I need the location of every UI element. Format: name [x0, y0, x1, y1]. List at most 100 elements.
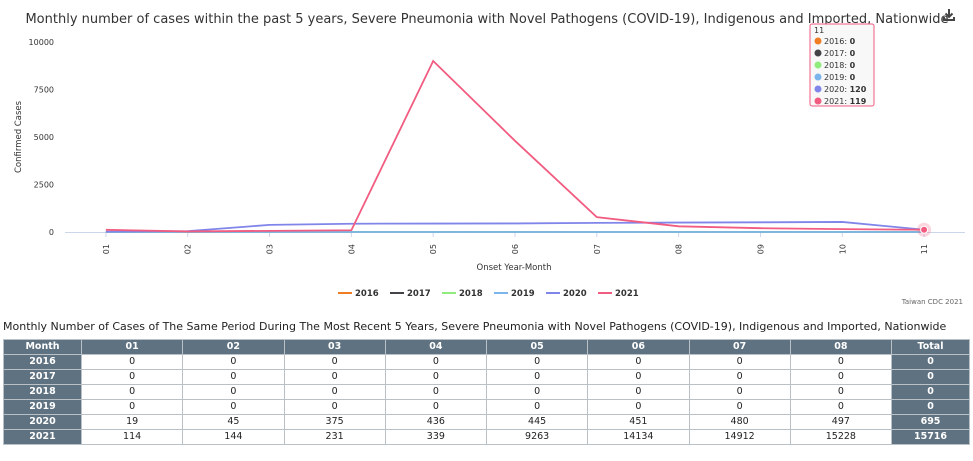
row-year: 2017	[3, 369, 82, 385]
x-axis-title: Onset Year-Month	[477, 263, 552, 273]
header-month-05: 05	[485, 339, 589, 355]
legend-label: 2016	[355, 289, 379, 299]
x-tick-label: 04	[347, 244, 356, 254]
table-cell: 0	[688, 369, 791, 385]
legend-item-2017[interactable]: 2017	[390, 289, 431, 299]
download-icon[interactable]	[940, 6, 958, 24]
legend-label: 2018	[459, 289, 483, 299]
table-cell: 0	[283, 369, 386, 385]
y-tick-label: 10000	[29, 38, 54, 47]
table-cell: 14912	[688, 429, 791, 445]
hover-point[interactable]	[920, 225, 929, 234]
header-month: Month	[3, 339, 82, 355]
legend-item-2016[interactable]: 2016	[338, 289, 379, 299]
series-line-2020[interactable]	[105, 221, 925, 233]
y-tick-label: 0	[49, 228, 54, 237]
tooltip-marker	[814, 85, 822, 93]
x-tick-label: 11	[920, 244, 929, 254]
table-cell: 445	[485, 414, 589, 430]
series-lines	[105, 59, 932, 237]
tooltip-marker	[814, 73, 822, 81]
header-month-07: 07	[688, 339, 791, 355]
row-total: 0	[891, 354, 970, 370]
x-tick-label: 07	[593, 244, 602, 254]
table-cell: 0	[485, 399, 589, 415]
series-line-2021[interactable]	[105, 59, 925, 233]
header-month-06: 06	[587, 339, 690, 355]
y-tick-label: 7500	[34, 86, 54, 95]
tooltip-marker	[814, 49, 822, 57]
tooltip-marker	[814, 61, 822, 69]
table-header-row: Month 01 02 03 04 05 06 07 08 Total	[3, 339, 970, 355]
table-cell: 451	[587, 414, 690, 430]
tooltip-item: 2017: 0	[824, 49, 856, 58]
tooltip-header: 11	[814, 26, 824, 35]
legend-label: 2020	[563, 289, 587, 299]
header-month-02: 02	[182, 339, 285, 355]
row-total: 0	[891, 384, 970, 400]
table-cell: 0	[283, 384, 386, 400]
table-cell: 231	[283, 429, 386, 445]
table-cell: 15228	[789, 429, 893, 445]
x-tick-label: 02	[184, 244, 193, 254]
table-cell: 0	[688, 399, 791, 415]
y-axis-title: Confirmed Cases	[14, 100, 24, 173]
tooltip-marker	[814, 37, 822, 45]
table-row: 2018 0 0 0 0 0 0 0 0 0	[3, 384, 970, 400]
header-total: Total	[891, 339, 970, 355]
table-cell: 0	[384, 399, 488, 415]
legend-item-2019[interactable]: 2019	[494, 289, 535, 299]
table-row: 2020 19 45 375 436 445 451 480 497 695	[3, 414, 970, 430]
table-cell: 0	[384, 369, 488, 385]
legend-item-2021[interactable]: 2021	[598, 289, 639, 299]
row-total: 0	[891, 399, 970, 415]
table-body: 2016 0 0 0 0 0 0 0 0 0 2017 0 0 0 0 0 0 0 0 0 2018 0 0 0 0 0 0 0 0 0 2…	[3, 354, 970, 445]
table-cell: 0	[182, 369, 285, 385]
tooltip-box	[809, 23, 875, 107]
legend: 2016 2017 2018 2019 2020 2021	[338, 289, 639, 299]
legend-label: 2019	[511, 289, 535, 299]
chart-title: Monthly number of cases within the past …	[25, 12, 948, 27]
table-cell: 0	[587, 354, 690, 370]
row-year: 2016	[3, 354, 82, 370]
chart: Monthly number of cases within the past …	[14, 12, 965, 306]
table-cell: 0	[182, 384, 285, 400]
x-tick-label: 06	[511, 244, 520, 254]
table-cell: 0	[384, 354, 488, 370]
table-cell: 0	[789, 369, 893, 385]
table-cell: 0	[587, 399, 690, 415]
row-year: 2019	[3, 399, 82, 415]
cases-table: Month 01 02 03 04 05 06 07 08 Total 2016 0 0 0 0 0 0 0 0 0…	[3, 339, 970, 445]
legend-item-2018[interactable]: 2018	[442, 289, 483, 299]
table-cell: 114	[80, 429, 184, 445]
x-tick-label: 03	[266, 244, 275, 254]
table-row: 2021 114 144 231 339 9263 14134 14912 15228 15716	[3, 429, 970, 445]
x-tick-label: 01	[102, 244, 111, 254]
tooltip-item: 2020: 120	[824, 85, 867, 94]
table-cell: 0	[384, 384, 488, 400]
table-cell: 0	[688, 384, 791, 400]
table-cell: 0	[80, 354, 184, 370]
table-cell: 45	[182, 414, 285, 430]
table-cell: 0	[789, 384, 893, 400]
table-cell: 9263	[485, 429, 589, 445]
tooltip-item: 2016: 0	[824, 37, 856, 46]
table-cell: 0	[80, 399, 184, 415]
table-cell: 0	[485, 369, 589, 385]
tooltip-marker	[814, 97, 822, 105]
table-cell: 0	[80, 369, 184, 385]
x-axis: 01 02 03 04 05 06 07 08 09 10 11	[102, 232, 929, 254]
header-month-08: 08	[789, 339, 893, 355]
y-tick-label: 5000	[34, 133, 54, 142]
download-icon-glyph	[943, 9, 955, 21]
tooltip-item: 2019: 0	[824, 73, 856, 82]
y-tick-label: 2500	[34, 181, 54, 190]
chart-credit: Taiwan CDC 2021	[901, 298, 963, 306]
legend-label: 2021	[615, 289, 639, 299]
table-cell: 436	[384, 414, 488, 430]
table-cell: 0	[587, 369, 690, 385]
table-cell: 0	[182, 399, 285, 415]
x-tick-label: 09	[756, 244, 765, 254]
legend-item-2020[interactable]: 2020	[546, 289, 587, 299]
